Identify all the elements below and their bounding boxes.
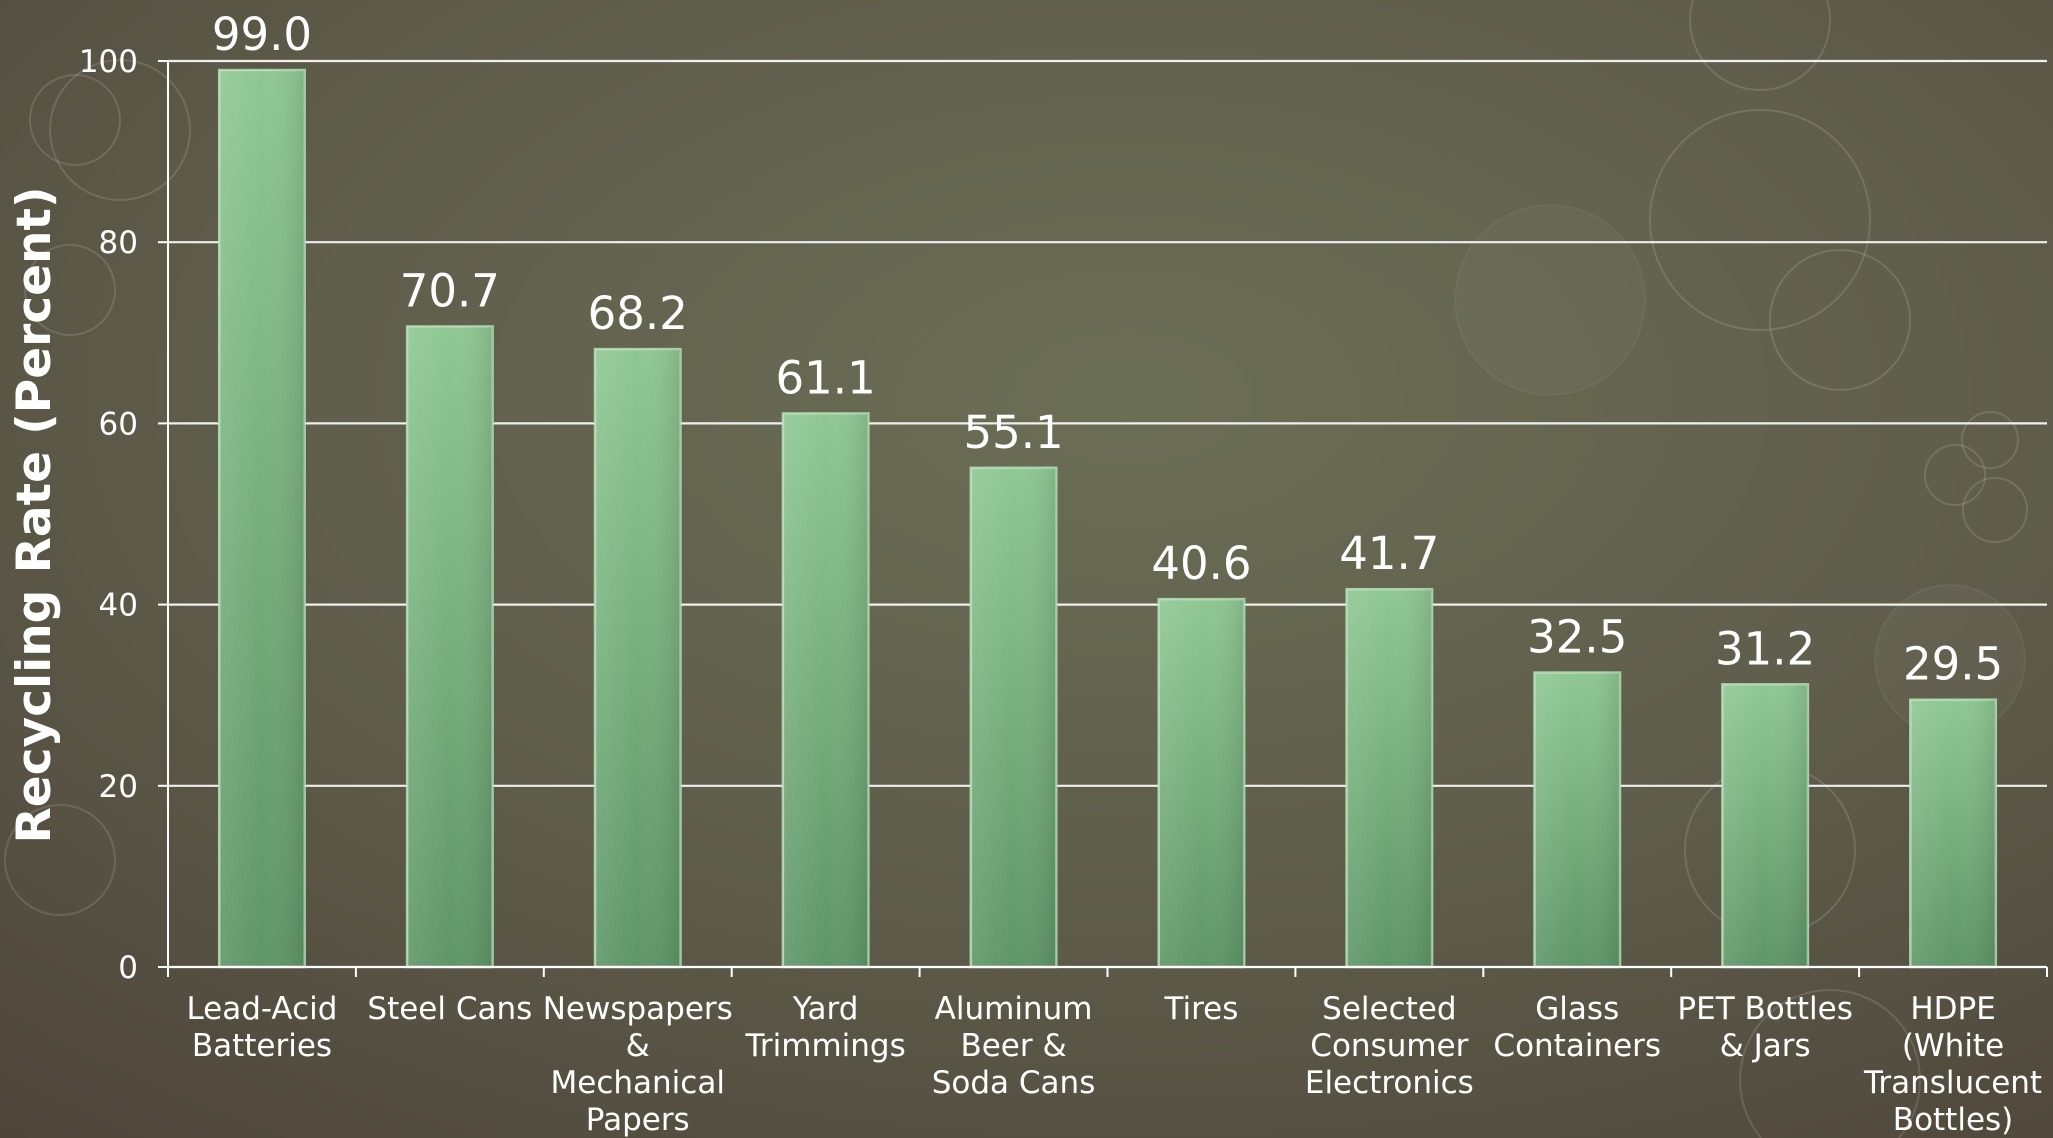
y-tick-label: 0 — [118, 950, 138, 986]
y-tick-label: 80 — [99, 225, 138, 261]
x-category-label-line: Batteries — [192, 1028, 332, 1064]
x-category-label-line: Soda Cans — [932, 1065, 1096, 1101]
x-category-label: HDPE (White Translucent Bottles) — [1863, 991, 2042, 1138]
bar-value-label: 29.5 — [1903, 638, 2003, 691]
bar-shading — [970, 467, 1057, 967]
y-axis: 0 20 40 60 80 100 — [79, 44, 169, 986]
x-category-label-line: (White — [1902, 1028, 2004, 1064]
x-category-label-line: Aluminum — [935, 991, 1093, 1027]
x-axis: Lead-Acid Batteries Steel Cans Newspapers & M… — [167, 965, 2048, 1138]
decorative-bokeh — [4, 0, 2028, 1138]
bar-shading — [219, 70, 305, 967]
bar-shading — [407, 326, 493, 967]
x-category-label-line: Electronics — [1305, 1065, 1474, 1101]
x-category-label-line: Glass — [1535, 991, 1619, 1027]
x-category-label-line: Steel Cans — [367, 991, 532, 1027]
x-category-label: Lead-Acid Batteries — [186, 991, 337, 1064]
bar-value-label: 61.1 — [776, 351, 876, 404]
bar-shading — [782, 413, 869, 968]
y-tick-label: 60 — [99, 406, 138, 442]
bar-value-label: 70.7 — [400, 264, 500, 317]
y-axis-title: Recycling Rate (Percent) — [7, 187, 62, 844]
x-category-label: Steel Cans — [367, 991, 532, 1027]
x-category-label: Glass Containers — [1493, 991, 1661, 1064]
bar-shading — [1534, 672, 1620, 967]
bars — [217, 68, 1998, 969]
x-category-label-line: Consumer — [1310, 1028, 1468, 1064]
x-category-label-line: & Jars — [1720, 1028, 1811, 1064]
x-category-label-line: Mechanical — [551, 1065, 725, 1101]
x-category-label-line: Containers — [1493, 1028, 1661, 1064]
x-category-label-line: PET Bottles — [1677, 991, 1852, 1027]
x-category-label: Selected Consumer Electronics — [1305, 991, 1474, 1101]
x-category-label-line: Trimmings — [745, 1028, 906, 1064]
x-category-label-line: Papers — [586, 1102, 690, 1138]
bar-shading — [1346, 589, 1433, 967]
bar-value-label: 55.1 — [963, 406, 1063, 459]
bar-shading — [595, 349, 681, 967]
bar-shading — [1910, 699, 1996, 967]
x-category-label: Yard Trimmings — [745, 991, 906, 1064]
x-category-label-line: Yard — [792, 991, 859, 1027]
x-category-label: Newspapers & Mechanical Papers — [543, 991, 733, 1138]
bar-value-label: 99.0 — [212, 8, 312, 61]
bar-shading — [1722, 684, 1808, 967]
x-category-label-line: Translucent — [1863, 1065, 2042, 1101]
x-category-label-line: Newspapers — [543, 991, 733, 1027]
bar-shading — [1158, 599, 1245, 967]
y-tick-label: 20 — [99, 769, 138, 805]
bar-value-label: 32.5 — [1527, 611, 1627, 664]
y-tick-label: 100 — [79, 44, 138, 80]
x-category-label-line: Bottles) — [1893, 1102, 2013, 1138]
x-category-label-line: HDPE — [1910, 991, 1995, 1027]
x-category-label: Aluminum Beer & Soda Cans — [932, 991, 1096, 1101]
x-category-label-line: Beer & — [960, 1028, 1066, 1064]
bar-value-label: 68.2 — [588, 287, 688, 340]
data-labels: 99.0 70.7 68.2 61.1 55.1 40.6 41.7 32.5 31.2 29.5 — [212, 8, 2003, 691]
x-category-label-line: Tires — [1164, 991, 1239, 1027]
bar-value-label: 41.7 — [1339, 527, 1439, 580]
x-category-label-line: & — [626, 1028, 650, 1064]
bar-value-label: 31.2 — [1715, 622, 1815, 675]
x-category-label: Tires — [1164, 991, 1239, 1027]
x-category-label-line: Lead-Acid — [186, 991, 337, 1027]
y-tick-label: 40 — [99, 588, 138, 624]
x-category-label: PET Bottles & Jars — [1677, 991, 1852, 1064]
bar-value-label: 40.6 — [1151, 537, 1251, 590]
x-category-label-line: Selected — [1322, 991, 1456, 1027]
